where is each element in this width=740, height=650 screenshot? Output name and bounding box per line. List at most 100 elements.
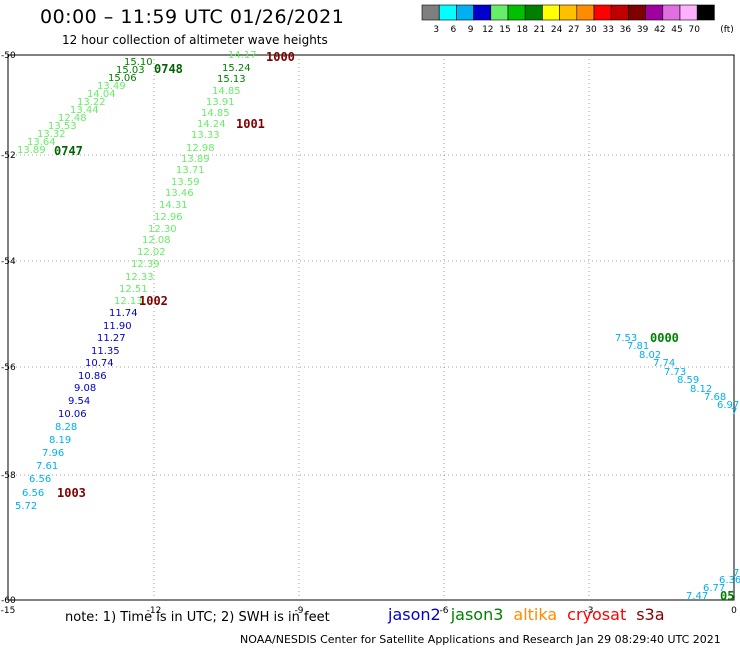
wave-height-label: 13.32 [37,129,66,140]
wave-height-label: 6.56 [22,488,44,499]
wave-height-label: 10.74 [85,358,114,369]
wave-height-label: 7.81 [627,341,649,352]
color-scale-label: 33 [602,25,613,35]
track-1000: 1000 [266,50,295,64]
wave-height-label: 13.22 [77,97,106,108]
track-0000: 7.537.818.027.747.738.598.127.686.977 000… [615,331,739,418]
wave-height-label: 13.44 [70,105,99,116]
pass-time-label: 0000 [650,331,679,345]
color-scale-label: 39 [637,25,649,35]
track-05: 76.366.777.47 05 [686,568,740,603]
satellite-legend-item: altika [513,605,558,624]
satellite-legend-item: jason2 [388,605,441,624]
plot-frame [7,54,735,601]
pass-time-label: 1002 [139,294,168,308]
wave-height-label: 7 [733,568,739,579]
color-scale-legend: 3 6 9 12 15 18 21 24 27 30 33 36 39 42 45 70 (ft) [421,4,734,35]
color-scale-label: 15 [499,25,510,35]
credit-line: NOAA/NESDIS Center for Satellite Applica… [240,633,721,646]
wave-height-label: 11.74 [109,308,138,319]
wave-height-label: 9.08 [74,383,96,394]
wave-height-label: 15.06 [108,73,137,84]
wave-height-label: 10.06 [58,409,87,420]
wave-height-label: 10.86 [78,371,107,382]
wave-height-label: 14.04 [87,89,116,100]
wave-height-label: 12.33 [125,272,154,283]
lat-tick-label: -54 [1,257,16,267]
wave-height-label: 13.64 [27,137,56,148]
color-scale-label: 70 [688,25,700,35]
wave-height-label: 14.85 [212,86,241,97]
wave-height-label: 13.89 [181,154,210,165]
pass-time-label: 1001 [236,117,265,131]
wave-height-label: 13.46 [165,188,194,199]
wave-height-label: 12.98 [186,143,215,154]
wave-height-label: 8.02 [639,350,661,361]
color-scale-label: 36 [620,25,632,35]
wave-height-label: 12.51 [119,284,148,295]
footer-note: note: 1) Time is in UTC; 2) SWH is in fe… [65,610,330,625]
lon-tick-label: -12 [147,606,162,616]
track-1003: 1003 [57,486,86,500]
page-title: 00:00 – 11:59 UTC 01/26/2021 [40,6,345,28]
wave-height-label: 8.28 [55,422,77,433]
wave-height-label: 14.31 [159,200,188,211]
wave-height-label: 13.89 [17,145,46,156]
lat-tick-label: -56 [1,363,16,373]
wave-height-label: 12.39 [131,259,160,270]
color-scale-label: 27 [568,25,579,35]
wave-height-label: 13.33 [191,130,220,141]
color-scale-label: 9 [468,25,474,35]
color-scale-label: 45 [671,25,682,35]
wave-height-label: 7.68 [704,392,726,403]
lon-tick-label: -15 [1,606,16,616]
pass-time-label: 1000 [266,50,295,64]
wave-height-label: 13.91 [206,97,235,108]
color-scale-label: 30 [585,25,597,35]
wave-height-label: 11.27 [97,333,126,344]
color-scale-label: 6 [451,25,457,35]
color-scale-swatch [696,4,715,21]
wave-height-label: 7.53 [615,333,637,344]
wave-height-label: 12.30 [148,224,177,235]
lon-tick-label: -3 [585,606,594,616]
lon-tick-label: -9 [295,606,304,616]
track-0748: 0748 [154,62,183,76]
wave-height-label: 7.74 [653,358,675,369]
pass-time-label: 05 [720,589,734,603]
wave-height-label: 12.02 [137,247,166,258]
wave-height-label: 9.54 [68,396,90,407]
wave-height-label: 8.19 [49,435,71,446]
wave-height-label: 15.24 [222,63,251,74]
color-scale-unit: (ft) [720,25,734,35]
wave-height-label: 7.61 [36,461,58,472]
wave-height-label: 6.36 [719,575,740,586]
wave-height-label: 7.47 [686,591,708,602]
color-scale-label: 24 [551,25,563,35]
wave-height-label: 11.90 [103,321,132,332]
wave-height-label: 6.56 [29,474,51,485]
satellite-legend: jason2 jason3 altika cryosat s3a [388,605,675,624]
wave-height-label: 13.49 [97,81,126,92]
wave-height-label: 12.08 [142,235,171,246]
wave-height-label: 14.85 [201,108,230,119]
color-scale-label: 12 [482,25,493,35]
wave-height-label: 7.96 [42,448,64,459]
track-1001: 14.1715.2415.1314.8513.9114.8514.2413.33… [114,50,265,307]
color-scale-label: 3 [433,25,439,35]
wave-height-label: 15.03 [116,65,145,76]
satellite-legend-item: cryosat [567,605,627,624]
wave-height-label: 12.96 [154,212,183,223]
wave-height-label: 5.72 [15,501,37,512]
wave-height-label: 15.13 [217,74,246,85]
satellite-legend-item: s3a [636,605,665,624]
pass-time-label: 0748 [154,62,183,76]
wave-height-label: 8.12 [690,384,712,395]
lat-tick-label: -60 [1,596,16,606]
wave-height-label: 7.73 [664,367,686,378]
lon-tick-label: -6 [440,606,449,616]
lat-tick-label: -52 [1,151,16,161]
wave-height-label: 14.24 [197,119,226,130]
